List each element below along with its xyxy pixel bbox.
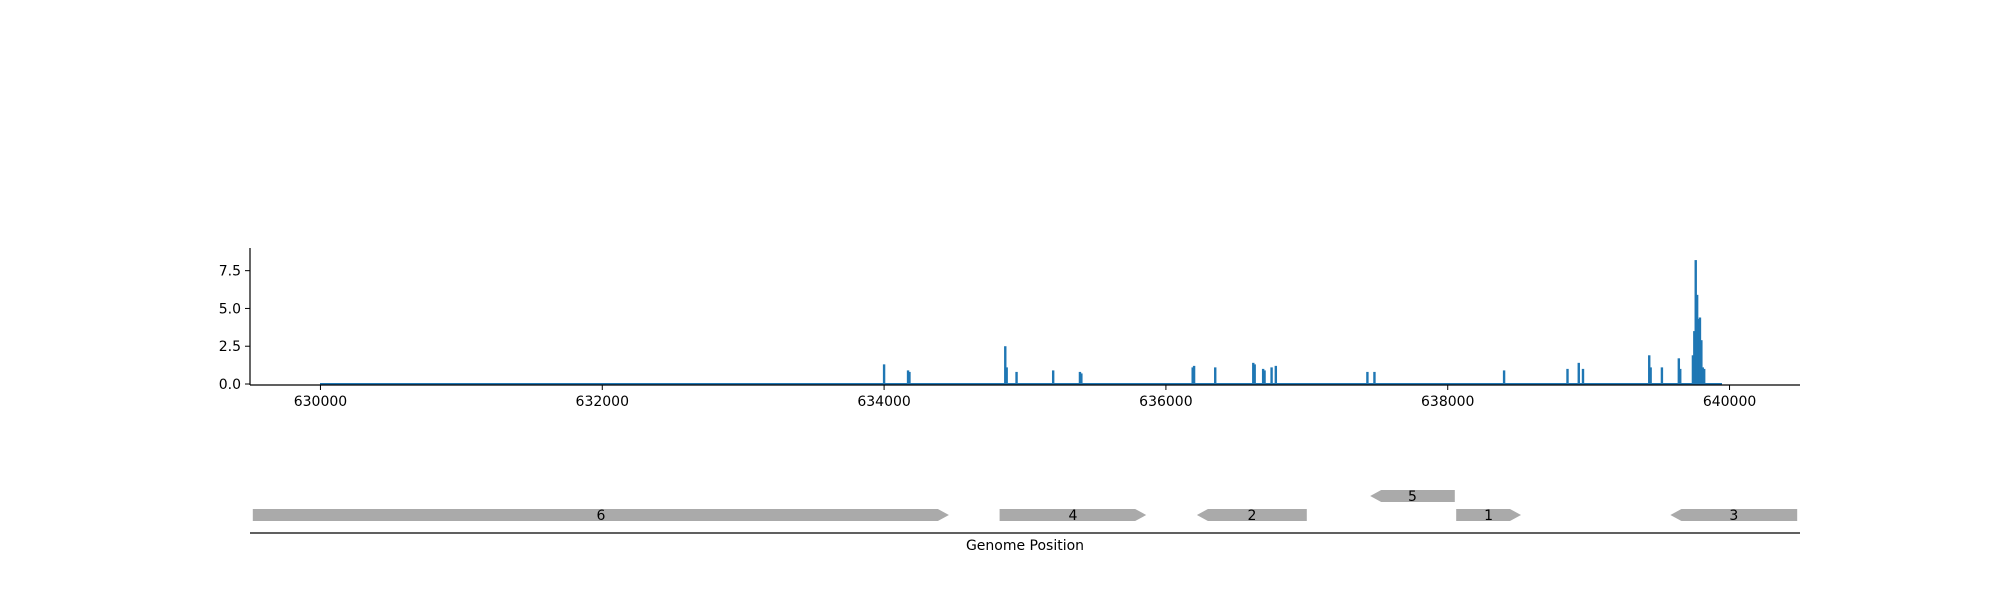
coverage-bar: [1261, 368, 1265, 384]
coverage-bar: [1502, 370, 1506, 384]
coverage-bar: [1677, 358, 1681, 384]
coverage-bar: [882, 364, 886, 384]
coverage-bar: [1698, 317, 1702, 384]
genome-position-label: Genome Position: [966, 538, 1084, 554]
gene-arrow: [1670, 509, 1798, 521]
coverage-bar: [1274, 365, 1278, 384]
coverage-bar: [1702, 368, 1706, 384]
coverage-bar: [908, 371, 911, 384]
gene-arrow: [1196, 509, 1307, 521]
coverage-bar: [1080, 373, 1083, 384]
x-tick-label: 640000: [1703, 394, 1756, 410]
gene-arrow: [1370, 490, 1455, 502]
coverage-bar: [1270, 367, 1273, 384]
coverage-bar: [1700, 340, 1703, 384]
coverage-bar: [1004, 346, 1007, 384]
gene-label: 3: [1729, 508, 1738, 524]
coverage-bar: [1051, 370, 1055, 384]
gene-arrow: [252, 509, 949, 521]
coverage-bar: [1191, 367, 1194, 384]
coverage-bar: [1252, 362, 1255, 384]
x-tick-label: 634000: [857, 394, 910, 410]
y-tick-label: 5.0: [219, 301, 241, 317]
coverage-bar: [1694, 260, 1697, 384]
genes: 6 4 2 5 1 3: [252, 489, 1798, 524]
coverage-bar: [1214, 367, 1217, 384]
y-tick-label: 0.0: [219, 377, 241, 393]
coverage-bar: [1253, 364, 1256, 384]
coverage-bar: [1373, 371, 1376, 384]
coverage-bar: [1701, 367, 1704, 384]
gene-label: 1: [1484, 508, 1493, 524]
x-tick-label: 630000: [294, 394, 347, 410]
x-tick-label: 638000: [1421, 394, 1474, 410]
coverage-bar: [1577, 362, 1580, 384]
coverage-bar: [1005, 367, 1008, 384]
coverage-bar: [1693, 331, 1696, 384]
y-tick-label: 2.5: [219, 339, 241, 355]
x-tick-label: 632000: [576, 394, 629, 410]
coverage-bar: [1691, 355, 1695, 384]
gene-arrow: [999, 509, 1147, 521]
x-ticks: 630000 632000 634000 636000 638000 640000: [294, 385, 1756, 410]
coverage-bar: [1078, 371, 1082, 384]
gene-track: 6 4 2 5 1 3 Genome Position: [250, 489, 1800, 554]
coverage-bar: [1695, 294, 1699, 384]
coverage-bar: [906, 370, 910, 384]
gene-arrow: [1456, 509, 1521, 521]
y-tick-label: 7.5: [219, 264, 241, 280]
coverage-bar: [1263, 370, 1266, 384]
coverage-bar: [1192, 365, 1196, 384]
gene-label: 5: [1408, 489, 1417, 505]
gene-label: 4: [1068, 508, 1077, 524]
gene-label: 6: [596, 508, 605, 524]
coverage-bar: [1649, 367, 1652, 384]
coverage-bar: [1679, 368, 1682, 384]
gene-label: 2: [1247, 508, 1256, 524]
coverage-bar: [1648, 355, 1651, 384]
coverage-bars: [882, 260, 1706, 384]
x-tick-label: 636000: [1139, 394, 1192, 410]
coverage-plot: 630000 632000 634000 636000 638000 640000 0.0…: [219, 248, 1800, 410]
coverage-bar: [1660, 367, 1664, 384]
coverage-bar: [1581, 368, 1585, 384]
coverage-bar: [1697, 319, 1700, 384]
coverage-bar: [1366, 371, 1369, 384]
coverage-bar: [1566, 368, 1569, 384]
coverage-bar: [1015, 371, 1018, 384]
y-ticks: 0.0 2.5 5.0 7.5: [219, 264, 250, 393]
